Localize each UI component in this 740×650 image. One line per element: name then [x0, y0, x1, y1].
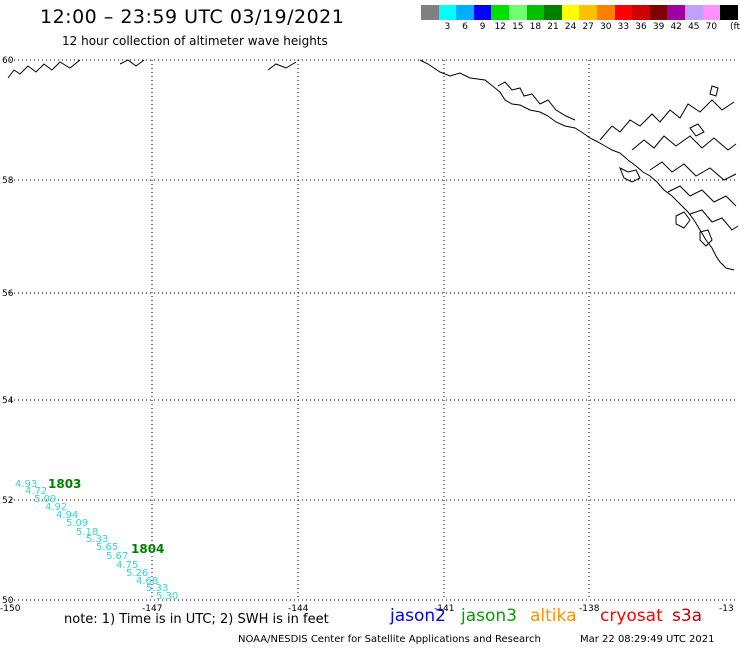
- credit-text: NOAA/NESDIS Center for Satellite Applica…: [238, 634, 541, 645]
- swh-value: 5.26: [126, 568, 148, 579]
- legend-swatch: [473, 5, 492, 20]
- legend-label: 12: [494, 22, 506, 32]
- pass-label: 1804: [131, 542, 164, 556]
- legend-color-scale: [421, 5, 738, 20]
- legend-swatch: [684, 5, 703, 20]
- legend-swatch: [544, 5, 562, 20]
- lat-label: 50: [2, 596, 14, 606]
- pass-labels: 1803 1804: [48, 477, 164, 556]
- swh-value: 5.65: [96, 542, 118, 553]
- lon-label: -144: [288, 604, 309, 614]
- legend-label: 30: [600, 22, 612, 32]
- coastline-fjords: [497, 81, 739, 231]
- legend-swatch: [667, 5, 685, 20]
- coastline-islands: [619, 85, 719, 247]
- legend-swatch: [632, 5, 650, 20]
- satellite-name: cryosat: [600, 606, 663, 626]
- timestamp-text: Mar 22 08:29:49 UTC 2021: [580, 634, 715, 645]
- legend-swatch: [720, 5, 738, 20]
- swh-values: 4.934.725.094.924.945.095.185.335.655.67…: [15, 479, 178, 602]
- lon-label: -13: [719, 604, 734, 614]
- satellite-name: altika: [530, 606, 577, 626]
- lat-label: 54: [2, 396, 14, 406]
- swh-value: 5.67: [106, 551, 128, 562]
- swh-value: 4.68: [136, 576, 158, 587]
- lon-label: -141: [434, 604, 454, 614]
- note-text: note: 1) Time is in UTC; 2) SWH is in fe…: [64, 612, 329, 627]
- legend-unit: (ft): [730, 22, 740, 32]
- satellite-name: jason3: [461, 606, 517, 626]
- latitude-labels: 60 58 56 54 52 50: [2, 56, 14, 606]
- satellite-name: jason2: [390, 606, 446, 626]
- swh-value: 5.18: [76, 527, 98, 538]
- swh-value: 5.09: [34, 494, 56, 505]
- lat-label: 52: [2, 496, 13, 506]
- legend-swatch: [508, 5, 527, 20]
- legend-label: 45: [688, 22, 700, 32]
- legend-label: 6: [462, 22, 468, 32]
- legend-label: 33: [617, 22, 630, 32]
- legend-swatch: [596, 5, 615, 20]
- legend-swatch: [702, 5, 721, 20]
- legend-swatch: [579, 5, 597, 20]
- lat-label: 56: [2, 289, 14, 299]
- swh-value: 4.94: [56, 510, 78, 521]
- legend-label: 27: [582, 22, 594, 32]
- swh-value: 4.93: [15, 479, 37, 490]
- legend-label: 15: [512, 22, 524, 32]
- map-title: 12:00 – 23:59 UTC 03/19/2021: [40, 6, 345, 28]
- swh-value: 5.09: [66, 518, 88, 529]
- legend-label: 36: [635, 22, 647, 32]
- swh-value: 5.33: [146, 583, 168, 594]
- legend-swatch: [526, 5, 545, 20]
- legend-swatch: [561, 5, 580, 20]
- legend-swatch: [649, 5, 668, 20]
- lat-label: 58: [2, 176, 14, 186]
- lon-label: -147: [142, 604, 162, 614]
- coastline-alaska-gulf: [419, 59, 735, 271]
- legend-label: 21: [547, 22, 559, 32]
- legend-label: 3: [444, 22, 451, 32]
- swh-value: 5.33: [86, 534, 108, 545]
- lon-label: -138: [579, 604, 600, 614]
- graticule: [10, 59, 735, 601]
- coastline-kenai: [7, 59, 297, 79]
- lon-label: -150: [0, 604, 21, 614]
- legend-swatch: [456, 5, 474, 20]
- map-subtitle: 12 hour collection of altimeter wave hei…: [62, 34, 328, 48]
- legend-label: 39: [652, 22, 665, 32]
- pass-label: 1803: [48, 477, 81, 491]
- legend-swatch: [421, 5, 439, 20]
- coastline: [7, 59, 739, 271]
- longitude-labels: -150 -147 -144 -141 -138 -13: [0, 604, 734, 614]
- legend-label: 18: [529, 22, 542, 32]
- legend-swatch: [491, 5, 509, 20]
- legend-label: 42: [670, 22, 682, 32]
- lat-label: 60: [2, 56, 14, 66]
- satellite-name: s3a: [672, 606, 703, 626]
- swh-value: 5.30: [156, 591, 178, 602]
- swh-value: 4.75: [116, 560, 138, 571]
- legend-swatch: [614, 5, 633, 20]
- swh-value: 4.92: [45, 502, 67, 513]
- swh-value: 4.72: [25, 486, 47, 497]
- legend-label: 24: [564, 22, 577, 32]
- legend-label: 70: [705, 22, 718, 32]
- legend-swatch: [438, 5, 457, 20]
- legend-label: 9: [479, 22, 486, 32]
